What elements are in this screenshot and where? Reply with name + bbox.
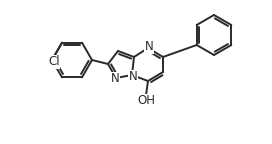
Text: N: N bbox=[111, 72, 119, 86]
Text: N: N bbox=[129, 71, 137, 84]
Text: Cl: Cl bbox=[48, 55, 60, 68]
Text: N: N bbox=[145, 40, 153, 54]
Text: OH: OH bbox=[137, 94, 155, 108]
